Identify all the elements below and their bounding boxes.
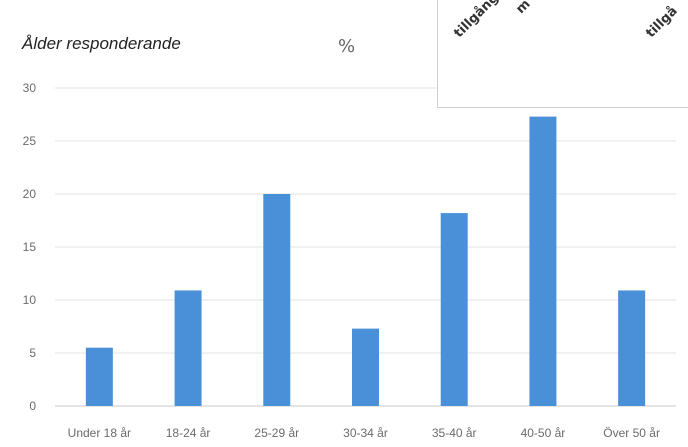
bar <box>529 116 557 407</box>
bar <box>85 347 113 406</box>
bar <box>618 290 646 406</box>
y-tick-label: 30 <box>23 81 37 95</box>
x-tick-label: Under 18 år <box>68 426 131 440</box>
x-tick-label: 40-50 år <box>521 426 566 440</box>
x-tick-label: 25-29 år <box>254 426 299 440</box>
bar <box>174 290 202 406</box>
y-tick-label: 10 <box>23 293 37 307</box>
x-tick-label: 30-34 år <box>343 426 388 440</box>
unit-label: % <box>338 36 355 57</box>
chart-title: Ålder responderande <box>21 34 181 53</box>
gridlines <box>55 87 676 407</box>
bar <box>352 328 379 406</box>
y-tick-label: 25 <box>23 134 37 148</box>
y-axis-ticks: 0 5 10 15 20 25 30 <box>23 81 37 413</box>
overlay-label-1: tillgång <box>451 0 502 41</box>
bar <box>440 213 468 406</box>
bar <box>263 194 291 406</box>
x-tick-label: 35-40 år <box>432 426 477 440</box>
y-tick-label: 0 <box>29 399 36 413</box>
y-tick-label: 20 <box>23 187 37 201</box>
x-axis-ticks: Under 18 år 18-24 år 25-29 år 30-34 år 35-40… <box>68 426 660 440</box>
overlay-label-3: tillgå <box>643 3 681 42</box>
overlay-label-2: m <box>513 0 534 17</box>
y-tick-label: 15 <box>23 240 37 254</box>
overlapping-chart-fragment: tillgång m tillgå <box>437 0 688 108</box>
bars <box>85 116 646 407</box>
x-tick-label: 18-24 år <box>166 426 211 440</box>
y-tick-label: 5 <box>29 346 36 360</box>
x-tick-label: Över 50 år <box>603 426 660 440</box>
